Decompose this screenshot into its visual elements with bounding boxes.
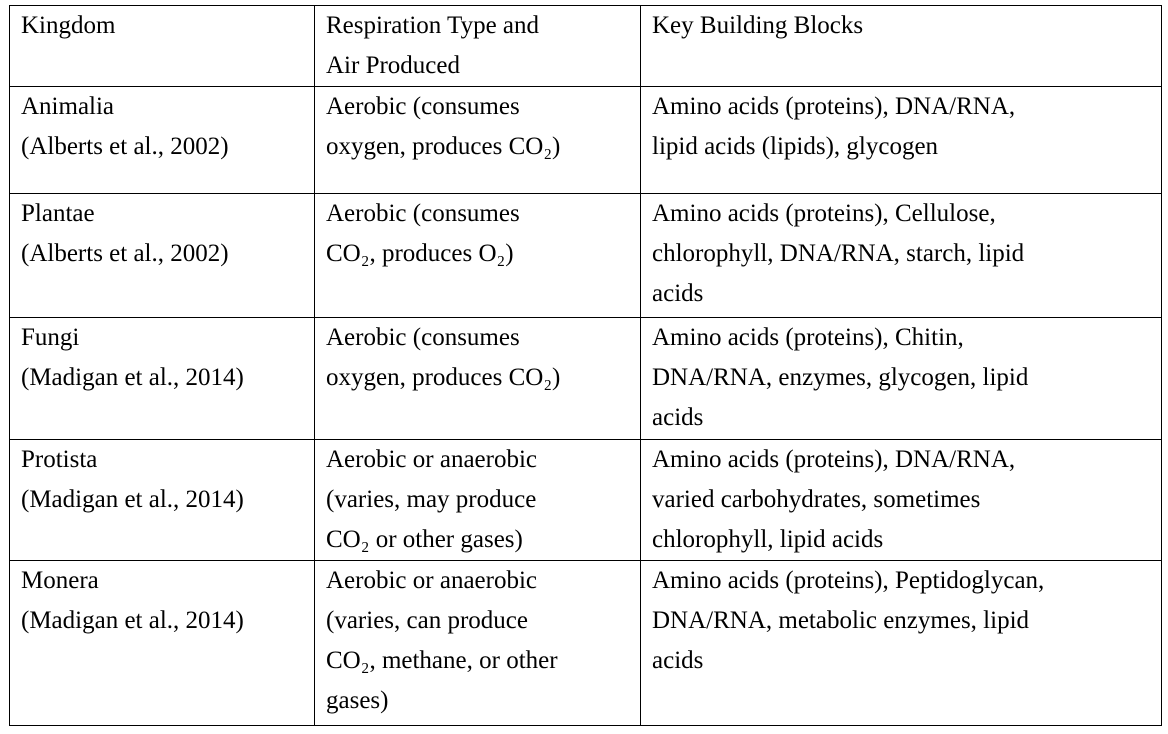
- respiration-line: gases): [326, 687, 389, 714]
- building-blocks-line: chlorophyll, DNA/RNA, starch, lipid: [652, 240, 1025, 267]
- respiration-line: Aerobic or anaerobic: [326, 567, 537, 594]
- kingdom-table: Kingdom Respiration Type and Air Produce…: [9, 5, 1162, 726]
- respiration-cell: Aerobic (consumes oxygen, produces CO₂): [314, 86, 641, 194]
- header-respiration: Respiration Type and Air Produced: [314, 5, 641, 87]
- building-blocks-line: DNA/RNA, enzymes, glycogen, lipid: [652, 364, 1029, 391]
- table-row: Monera (Madigan et al., 2014) Aerobic or…: [9, 560, 1162, 726]
- kingdom-citation: (Madigan et al., 2014): [21, 607, 244, 634]
- respiration-cell: Aerobic (consumes CO₂, produces O₂): [314, 193, 641, 318]
- kingdom-name: Animalia: [21, 93, 115, 120]
- respiration-cell: Aerobic (consumes oxygen, produces CO₂): [314, 317, 641, 440]
- building-blocks-line: Amino acids (proteins), Chitin,: [652, 324, 964, 351]
- respiration-line: CO₂, produces O₂): [326, 240, 514, 267]
- respiration-line: Aerobic (consumes: [326, 324, 520, 351]
- kingdom-cell: Monera (Madigan et al., 2014): [9, 560, 315, 726]
- table-row: Animalia (Alberts et al., 2002) Aerobic …: [9, 86, 1162, 194]
- kingdom-cell: Fungi (Madigan et al., 2014): [9, 317, 315, 440]
- table-row: Fungi (Madigan et al., 2014) Aerobic (co…: [9, 317, 1162, 440]
- building-blocks-cell: Amino acids (proteins), DNA/RNA, varied …: [640, 439, 1162, 561]
- building-blocks-line: DNA/RNA, metabolic enzymes, lipid: [652, 607, 1030, 634]
- header-kingdom: Kingdom: [9, 5, 315, 87]
- building-blocks-line: acids: [652, 647, 704, 674]
- respiration-line: CO₂ or other gases): [326, 526, 523, 553]
- building-blocks-line: Amino acids (proteins), Peptidoglycan,: [652, 567, 1045, 594]
- building-blocks-cell: Amino acids (proteins), Peptidoglycan, D…: [640, 560, 1162, 726]
- header-row: Kingdom Respiration Type and Air Produce…: [9, 5, 1162, 87]
- building-blocks-line: Amino acids (proteins), DNA/RNA,: [652, 93, 1016, 120]
- respiration-line: Aerobic or anaerobic: [326, 446, 537, 473]
- respiration-line: oxygen, produces CO₂): [326, 133, 561, 160]
- building-blocks-line: acids: [652, 404, 704, 431]
- kingdom-name: Monera: [21, 567, 99, 594]
- building-blocks-line: Amino acids (proteins), DNA/RNA,: [652, 446, 1016, 473]
- respiration-line: Aerobic (consumes: [326, 93, 520, 120]
- building-blocks-line: varied carbohydrates, sometimes: [652, 486, 981, 513]
- respiration-line: (varies, may produce: [326, 486, 537, 513]
- building-blocks-line: acids: [652, 280, 704, 307]
- building-blocks-line: lipid acids (lipids), glycogen: [652, 133, 939, 160]
- respiration-line: CO₂, methane, or other: [326, 647, 558, 674]
- respiration-line: Aerobic (consumes: [326, 200, 520, 227]
- respiration-cell: Aerobic or anaerobic (varies, can produc…: [314, 560, 641, 726]
- header-kingdom-text: Kingdom: [21, 12, 116, 39]
- header-respiration-line-2: Air Produced: [326, 52, 460, 79]
- building-blocks-cell: Amino acids (proteins), DNA/RNA, lipid a…: [640, 86, 1162, 194]
- kingdom-citation: (Madigan et al., 2014): [21, 364, 244, 391]
- building-blocks-line: Amino acids (proteins), Cellulose,: [652, 200, 996, 227]
- kingdom-citation: (Alberts et al., 2002): [21, 240, 229, 267]
- respiration-cell: Aerobic or anaerobic (varies, may produc…: [314, 439, 641, 561]
- respiration-line: oxygen, produces CO₂): [326, 364, 561, 391]
- table-row: Protista (Madigan et al., 2014) Aerobic …: [9, 439, 1162, 561]
- kingdom-name: Plantae: [21, 200, 95, 227]
- building-blocks-line: chlorophyll, lipid acids: [652, 526, 884, 553]
- kingdom-citation: (Madigan et al., 2014): [21, 486, 244, 513]
- building-blocks-cell: Amino acids (proteins), Chitin, DNA/RNA,…: [640, 317, 1162, 440]
- kingdom-cell: Protista (Madigan et al., 2014): [9, 439, 315, 561]
- kingdom-name: Fungi: [21, 324, 80, 351]
- header-building-blocks-text: Key Building Blocks: [652, 12, 864, 39]
- kingdom-cell: Animalia (Alberts et al., 2002): [9, 86, 315, 194]
- building-blocks-cell: Amino acids (proteins), Cellulose, chlor…: [640, 193, 1162, 318]
- kingdom-cell: Plantae (Alberts et al., 2002): [9, 193, 315, 318]
- respiration-line: (varies, can produce: [326, 607, 528, 634]
- table-row: Plantae (Alberts et al., 2002) Aerobic (…: [9, 193, 1162, 318]
- kingdom-name: Protista: [21, 446, 98, 473]
- kingdom-citation: (Alberts et al., 2002): [21, 133, 229, 160]
- header-respiration-line-1: Respiration Type and: [326, 12, 540, 39]
- header-building-blocks: Key Building Blocks: [640, 5, 1162, 87]
